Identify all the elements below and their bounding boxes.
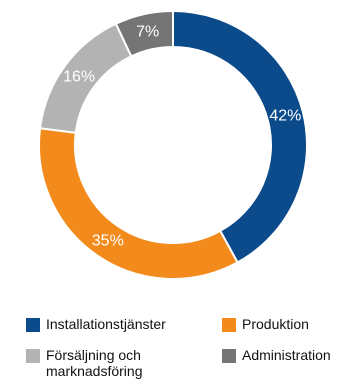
donut-slice-produktion (38, 127, 239, 280)
legend-label: Produktion (242, 316, 309, 332)
slice-label-administration: 7% (136, 23, 159, 40)
donut-chart: 42% 35% 16% 7% (38, 9, 308, 280)
slice-label-produktion: 35% (92, 232, 124, 249)
legend-swatch (222, 349, 236, 363)
donut-slice-installationstjanster (172, 9, 308, 264)
legend-label: Installationstjänster (46, 316, 166, 332)
legend-swatch (26, 318, 40, 332)
legend-item-installationstjanster: Installationstjänster (26, 316, 166, 332)
donut-slice-administration (114, 9, 174, 58)
legend-swatch (26, 349, 40, 363)
slice-label-forsaljning-och-marknadsforing: 16% (63, 68, 95, 85)
legend-item-produktion: Produktion (222, 316, 309, 332)
legend-label: Försäljning och marknadsföring (46, 347, 143, 379)
legend-swatch (222, 318, 236, 332)
legend-item-forsaljning-och-marknadsforing: Försäljning och marknadsföring (26, 347, 196, 379)
slice-label-installationstjanster: 42% (269, 108, 301, 125)
legend-item-administration: Administration (222, 347, 331, 363)
legend-label: Administration (242, 347, 331, 363)
